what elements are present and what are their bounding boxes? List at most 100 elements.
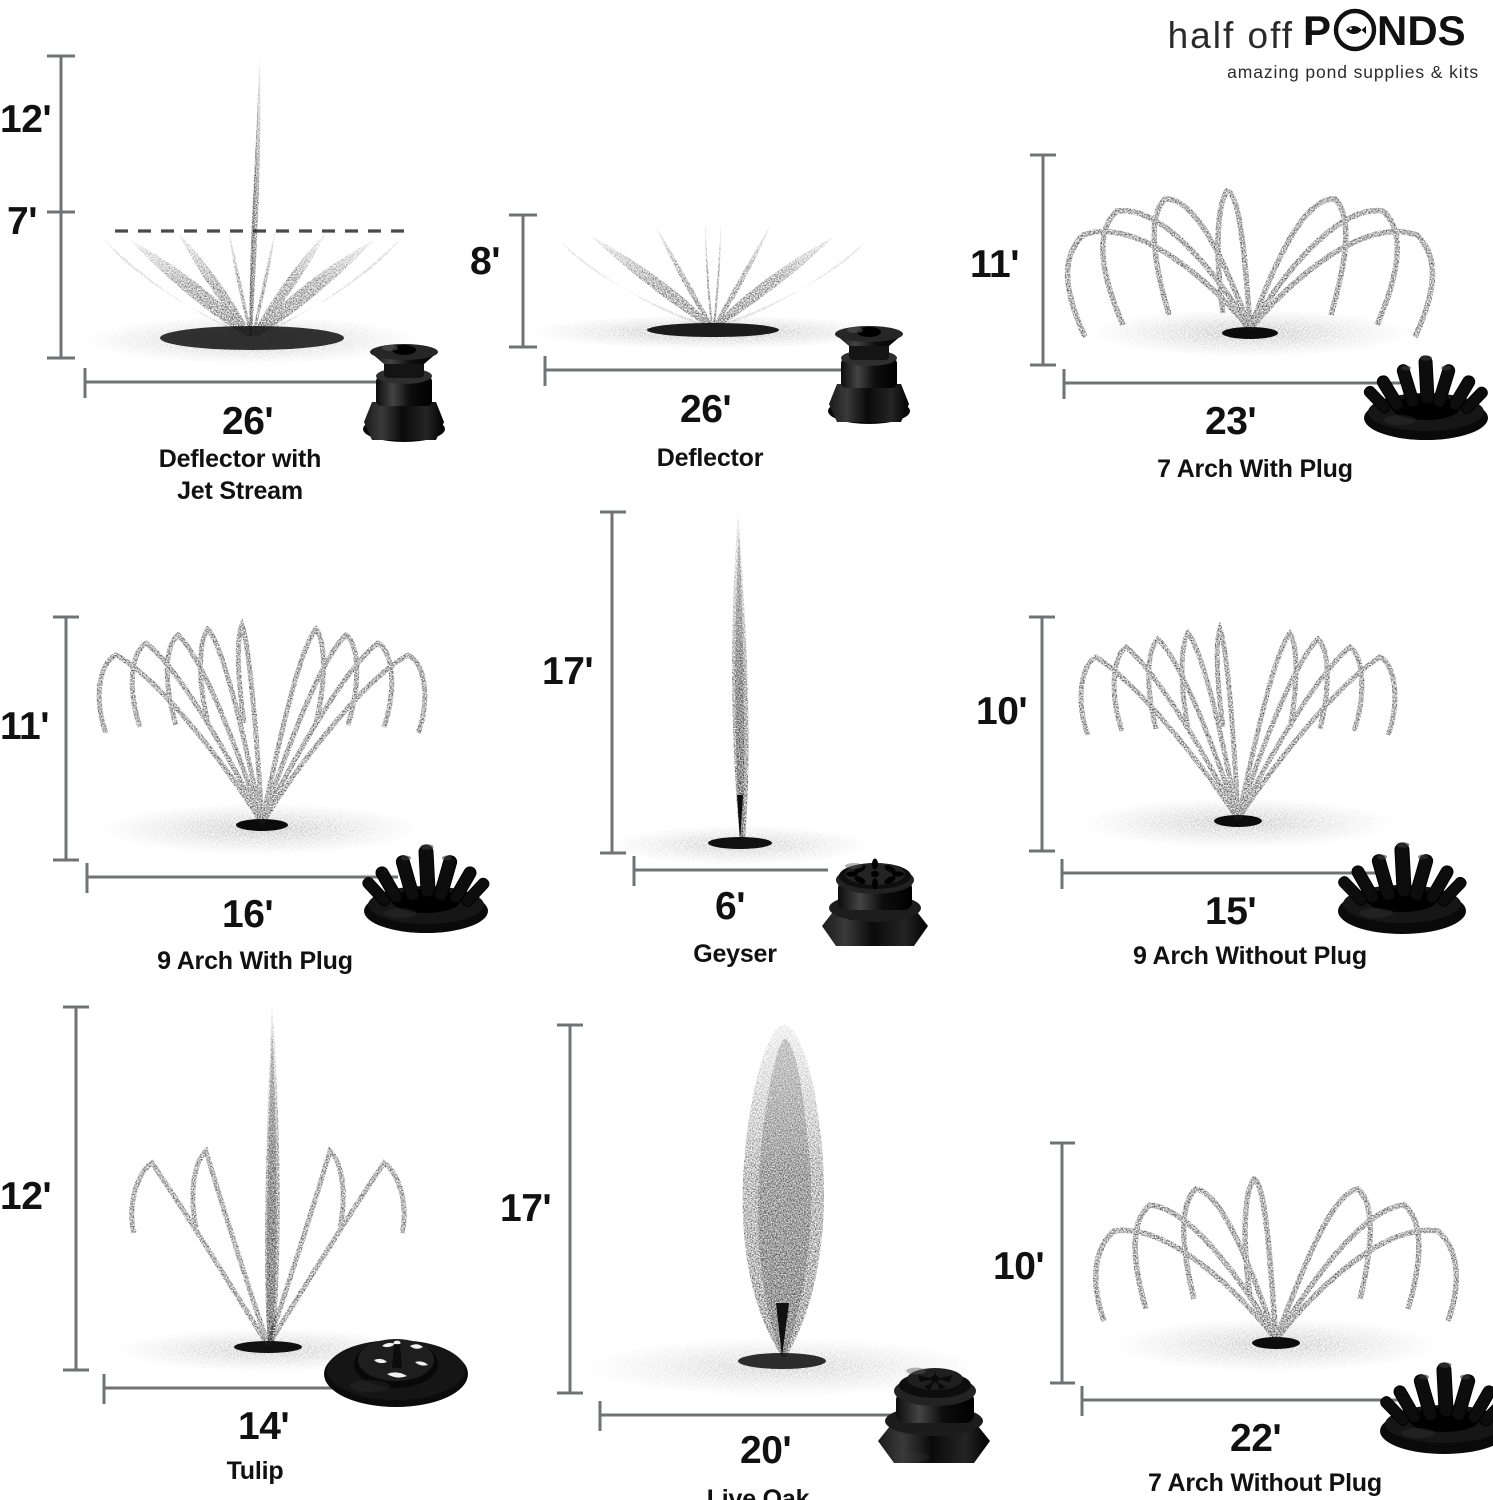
figure-9-arch-without-plug: [1029, 615, 1467, 934]
height-label-7ft: 7': [7, 200, 37, 243]
tulip-petal-arcs: [129, 1146, 407, 1347]
basin-core: [708, 837, 772, 849]
vertical-dimension-line: [600, 510, 626, 855]
width-label-23ft: 23': [1205, 400, 1257, 443]
deflector-nozzle: [363, 344, 445, 442]
height-label-10ft: 10': [976, 690, 1028, 733]
brand-tagline: amazing pond supplies & kits: [1227, 62, 1479, 82]
ponds-wordmark-svg: P NDS: [1303, 7, 1466, 54]
horizontal-dimension-line: [632, 856, 828, 886]
panel-9-arch-without-plug: 10' 15' 9 Arch Without Plug: [976, 595, 1493, 972]
width-label-26ft: 26': [222, 400, 274, 443]
horizontal-dimension-line: [85, 863, 398, 893]
figure-deflector-jet-stream: [47, 54, 445, 442]
liveoak-nozzle: [878, 1367, 990, 1463]
horizontal-dimension-line: [83, 368, 392, 398]
caption-deflector-jet-stream: Deflector with Jet Stream: [100, 443, 380, 507]
arch-nozzle: [362, 844, 490, 933]
height-label-12ft: 12': [0, 98, 52, 141]
brand-light-text: half off: [1167, 15, 1294, 56]
o-letter-circle: [1333, 8, 1377, 52]
width-label-26ft: 26': [680, 388, 732, 431]
brand-logo: half off P NDS amazing pond supplies & k…: [1119, 7, 1479, 83]
basin-core: [738, 1353, 826, 1369]
arch-nozzle: [1338, 842, 1467, 934]
caption-line-1: Geyser: [693, 940, 777, 968]
figure-7-arch-without-plug: [1050, 1141, 1493, 1454]
height-label-10ft: 10': [993, 1245, 1045, 1288]
caption-line-1: Live Oak: [706, 1485, 810, 1500]
figure-live-oak: [557, 1023, 990, 1463]
geyser-vent-slots: [846, 858, 904, 890]
caption-line-1: Tulip: [226, 1457, 284, 1485]
height-label-17ft: 17': [542, 650, 594, 693]
deflector-nozzle: [828, 326, 910, 424]
caption-7-arch-with-plug: 7 Arch With Plug: [1095, 453, 1415, 485]
figure-tulip: [63, 1001, 468, 1407]
vertical-dimension-line: [1030, 153, 1056, 367]
height-label-17ft: 17': [500, 1187, 552, 1230]
figure-geyser: [600, 510, 928, 946]
vertical-dimension-line: [53, 615, 79, 862]
horizontal-dimension-line: [598, 1401, 914, 1431]
deflector-spray-fan: [591, 220, 835, 328]
brand-bold-text: P NDS: [1303, 7, 1479, 55]
caption-line-1: 9 Arch With Plug: [157, 947, 353, 975]
basin-core: [236, 819, 288, 831]
tulip-center-plume: [265, 1001, 280, 1345]
caption-deflector: Deflector: [570, 442, 850, 474]
caption-line-1: Deflector: [656, 444, 764, 472]
panel-9-arch-with-plug: 11' 16' 9 Arch With Plug: [0, 585, 500, 975]
caption-line-1: 9 Arch Without Plug: [1133, 942, 1367, 970]
panel-geyser: 17' 6' Geyser: [530, 495, 960, 968]
vertical-dimension-line: [557, 1023, 583, 1395]
brand-wordmark: half off P NDS: [1119, 7, 1479, 56]
basin-core: [234, 1341, 302, 1353]
caption-live-oak: Live Oak: [648, 1483, 868, 1500]
caption-line-1: Deflector with: [158, 445, 322, 473]
arch-nozzle: [1380, 1362, 1493, 1454]
horizontal-dimension-line: [1062, 369, 1405, 399]
width-label-20ft: 20': [740, 1429, 792, 1472]
geyser-nozzle: [822, 858, 928, 946]
basin-core: [1252, 1337, 1300, 1349]
caption-line-1: 7 Arch Without Plug: [1148, 1469, 1382, 1497]
basin-core: [160, 326, 344, 350]
width-label-6ft: 6': [715, 885, 745, 928]
width-label-16ft: 16': [222, 893, 274, 936]
width-label-14ft: 14': [238, 1405, 290, 1448]
svg-text:P: P: [1303, 8, 1331, 54]
arch-jets: [1064, 188, 1436, 339]
height-label-8ft: 8': [470, 240, 500, 283]
panel-7-arch-without-plug: 10' 22' 7 Arch Without Plug: [990, 1105, 1493, 1500]
live-oak-plume: [742, 1024, 825, 1357]
arch-jets: [96, 617, 428, 825]
height-label-11ft: 11': [970, 243, 1020, 286]
basin-core: [1222, 327, 1278, 339]
tulip-nozzle: [324, 1339, 468, 1407]
height-label-12ft: 12': [0, 1175, 52, 1218]
height-label-11ft: 11': [0, 705, 50, 748]
width-label-22ft: 22': [1230, 1417, 1282, 1460]
jet-stream: [249, 56, 261, 336]
caption-7-arch-without-plug: 7 Arch Without Plug: [1100, 1467, 1430, 1499]
geyser-column: [732, 513, 749, 841]
vertical-dimension-line: [1050, 1141, 1075, 1385]
figure-7-arch-with-plug: [1030, 153, 1488, 440]
arch-nozzle: [1363, 355, 1488, 440]
deflector-spray-fan: [130, 228, 374, 336]
figure-deflector: [509, 213, 910, 424]
panel-deflector-jet-stream: 12' 7' 26' Deflector with Jet Stream: [0, 20, 470, 505]
panel-deflector: 8' 26' Deflector: [465, 180, 935, 500]
caption-line-1: 7 Arch With Plug: [1157, 455, 1353, 483]
fish-icon: [1346, 25, 1366, 35]
arch-jets: [1093, 1175, 1459, 1341]
basin-core: [647, 323, 779, 337]
caption-9-arch-without-plug: 9 Arch Without Plug: [1085, 940, 1415, 972]
caption-tulip: Tulip: [145, 1455, 365, 1487]
caption-9-arch-with-plug: 9 Arch With Plug: [95, 945, 415, 977]
caption-geyser: Geyser: [620, 938, 850, 970]
horizontal-dimension-line: [543, 356, 858, 386]
vertical-dimension-line: [63, 1005, 89, 1372]
